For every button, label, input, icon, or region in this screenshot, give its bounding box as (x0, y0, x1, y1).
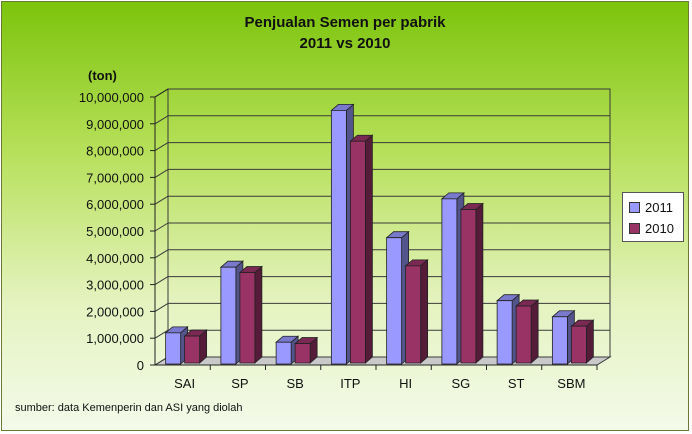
bar-2011-sb (275, 341, 292, 365)
x-tick-label: SAI (174, 376, 195, 391)
gridline-diagonal (154, 115, 169, 125)
bar-2010-sp (239, 272, 256, 364)
bar-2010-itp-side (364, 134, 373, 364)
bar-2010-sp-side (254, 265, 263, 364)
chart-title-line1: Penjualan Semen per pabrik (244, 14, 446, 31)
x-tick-label: ST (508, 376, 525, 391)
bar-2010-sbm-side (585, 319, 594, 364)
bar-2010-sb (294, 343, 311, 364)
x-tick-label: SB (286, 376, 303, 391)
bar-2011-hi (386, 237, 403, 365)
bar-2011-sbm (551, 316, 568, 365)
bar-2010-hi (405, 265, 422, 364)
bar-2010-hi-side (420, 258, 429, 364)
bar-2011-st (496, 300, 513, 365)
gridline-diagonal (154, 168, 169, 178)
y-tick-label: 1,000,000 (86, 331, 144, 346)
gridline-diagonal (154, 222, 169, 232)
y-tick-label: 7,000,000 (86, 170, 144, 185)
y-axis-top-edge (154, 88, 169, 98)
y-tick-label: 9,000,000 (86, 117, 144, 132)
y-tick-label: 8,000,000 (86, 144, 144, 159)
x-tick-label: HI (399, 376, 412, 391)
legend: 2011 2010 (622, 192, 684, 242)
source-note: sumber: data Kemenperin dan ASI yang dio… (15, 402, 243, 414)
gridline-diagonal (154, 302, 169, 312)
gridline-diagonal (154, 142, 169, 152)
x-tick-label: ITP (340, 376, 360, 391)
legend-swatch-2010 (629, 223, 640, 234)
y-tick-label: 6,000,000 (86, 197, 144, 212)
y-tick-label: 5,000,000 (86, 224, 144, 239)
legend-label-2011: 2011 (645, 200, 673, 215)
gridline-diagonal (154, 329, 169, 339)
bar-2010-st (515, 305, 532, 364)
legend-label-2010: 2010 (645, 221, 674, 236)
legend-item-2010: 2010 (629, 218, 683, 239)
bar-2010-sbm (570, 325, 587, 364)
y-axis-unit-label: (ton) (88, 68, 117, 83)
gridline-diagonal (154, 195, 169, 205)
legend-item-2011: 2011 (629, 197, 683, 218)
legend-swatch-2011 (629, 202, 640, 213)
bar-2011-sai (165, 332, 182, 365)
gridline-diagonal (154, 249, 169, 259)
y-tick-label: 0 (137, 358, 144, 373)
bar-2011-sp (220, 266, 237, 365)
x-tick-label: SP (231, 376, 248, 391)
bar-2010-sg-side (475, 202, 484, 364)
x-tick-label: SG (451, 376, 470, 391)
bar-2011-itp (330, 110, 347, 365)
x-tick-label: SBM (557, 376, 585, 391)
y-tick-label: 2,000,000 (86, 304, 144, 319)
y-tick-label: 10,000,000 (79, 90, 144, 105)
bar-2011-sg (441, 198, 458, 365)
bar-2010-sg (460, 209, 477, 364)
y-tick-label: 4,000,000 (86, 251, 144, 266)
bar-2010-itp (349, 140, 366, 364)
chart-title-line2: 2011 vs 2010 (299, 35, 391, 52)
chart-title: Penjualan Semen per pabrik 2011 vs 2010 (2, 12, 688, 54)
bar-2010-st-side (530, 299, 539, 364)
bar-2010-sai (184, 335, 201, 364)
y-tick-label: 3,000,000 (86, 278, 144, 293)
gridline-diagonal (154, 276, 169, 286)
